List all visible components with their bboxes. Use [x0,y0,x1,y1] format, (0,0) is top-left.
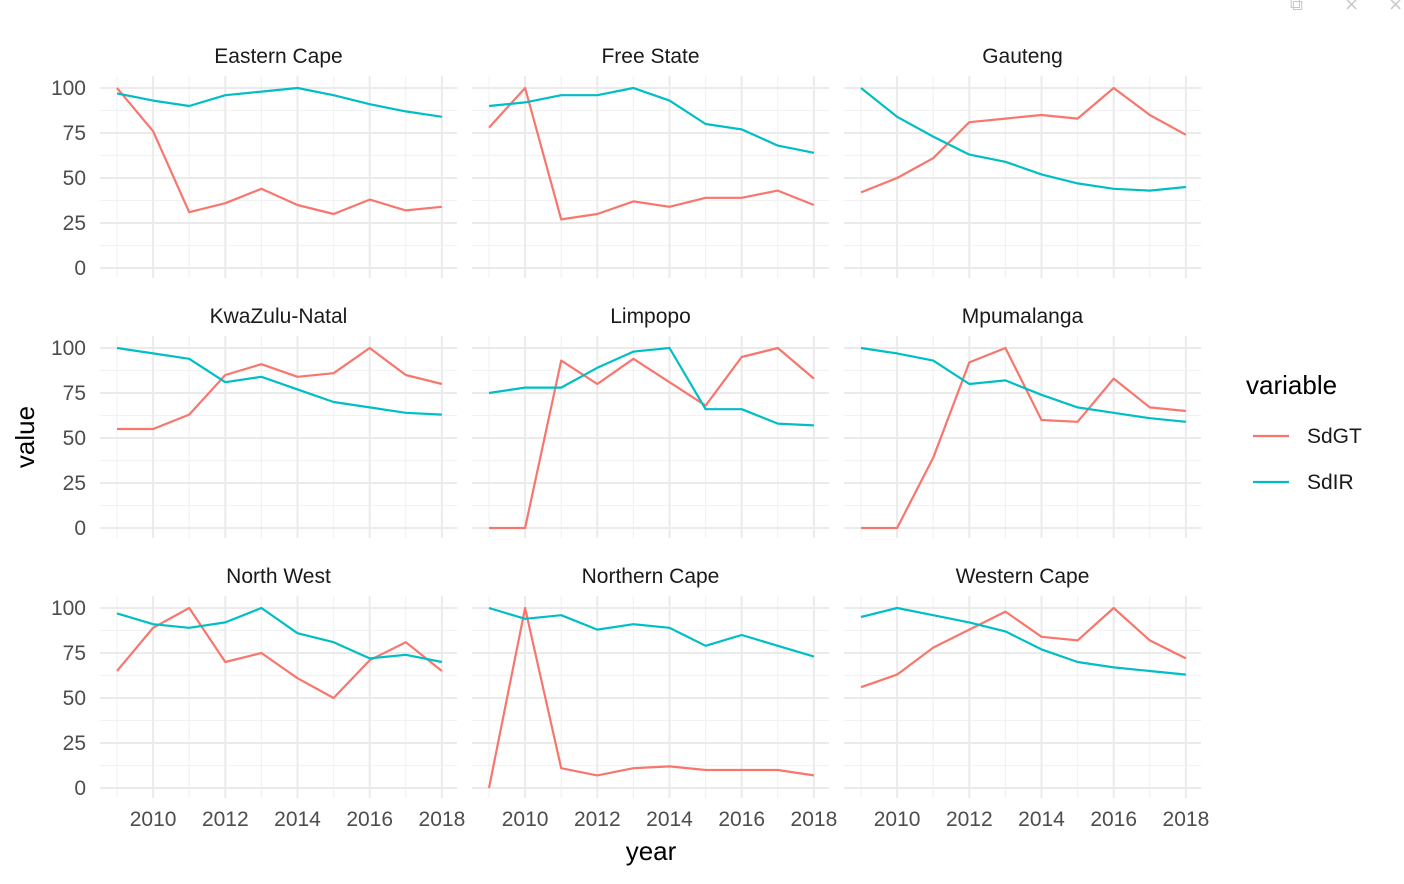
facet-strip-label: Gauteng [982,45,1063,68]
series-line-sdgt [116,606,443,700]
x-axis-tick-labels: 2010 2012 2014 2016 2018 2010 2012 2014 2016 2018… [130,808,1210,831]
y-axis-title: value [10,406,40,468]
x-tick-label: 2016 [346,808,393,831]
x-tick-label: 2014 [646,808,693,831]
y-tick-label: 50 [63,427,86,450]
x-tick-label: 2014 [1018,808,1065,831]
x-tick-label: 2018 [791,808,838,831]
facet-strip-label: North West [226,565,331,588]
y-tick-label: 100 [51,597,86,620]
y-tick-label: 0 [74,257,86,280]
legend-title: variable [1246,370,1337,400]
x-tick-label: 2010 [130,808,177,831]
facet-panel: North West 0 25 50 75 100 [51,565,457,800]
series-line-sdir [860,606,1187,676]
close-icon[interactable]: × [1388,0,1404,15]
facet-strip-label: KwaZulu-Natal [210,305,348,328]
x-tick-label: 2018 [419,808,466,831]
y-tick-label: 25 [63,472,86,495]
legend-label-sdir: SdIR [1307,471,1354,494]
x-tick-label: 2012 [574,808,621,831]
facet-strip-label: Eastern Cape [214,45,342,68]
facet-strip-label: Northern Cape [582,565,720,588]
x-tick-label: 2010 [502,808,549,831]
y-tick-label: 0 [74,777,86,800]
facet-panel: Eastern Cape 0 25 50 75 100 [51,45,457,280]
x-tick-label: 2012 [946,808,993,831]
facet-panel: Limpopo [472,305,829,538]
x-tick-label: 2016 [718,808,765,831]
series-line-sdgt [489,346,815,530]
facet-strip-label: Western Cape [956,565,1090,588]
facet-panel: Mpumalanga [844,305,1201,538]
popout-icon[interactable]: ⧉ [1290,0,1303,15]
facet-panel: Northern Cape [472,565,829,798]
facet-panel: Western Cape [844,565,1201,798]
legend-label-sdgt: SdGT [1307,425,1362,448]
series-line-sdgt [488,86,815,221]
facet-strip-label: Mpumalanga [962,305,1084,328]
series-line-sdir [860,346,1187,423]
facet-panels: Eastern Cape 0 25 50 75 100 Free State Gauteng K… [51,45,1201,800]
x-axis-title: year [626,836,677,866]
y-tick-label: 25 [63,732,86,755]
y-tick-label: 50 [63,687,86,710]
series-line-sdir [116,346,442,416]
series-line-sdgt [860,606,1187,689]
x-tick-label: 2018 [1163,808,1210,831]
y-tick-label: 75 [63,642,86,665]
y-tick-label: 75 [63,122,86,145]
series-line-sdir [488,86,815,154]
series-line-sdir [860,87,1187,192]
series-line-sdgt [860,86,1187,194]
series-line-sdir [488,346,814,427]
facet-strip-label: Limpopo [610,305,691,328]
facet-strip-label: Free State [601,45,699,68]
y-tick-label: 100 [51,337,86,360]
y-tick-label: 75 [63,382,86,405]
x-tick-label: 2012 [202,808,249,831]
legend: variable SdGT SdIR [1246,370,1362,494]
series-line-sdgt [861,346,1187,530]
x-tick-label: 2014 [274,808,321,831]
facet-panel: Free State [472,45,829,278]
x-tick-label: 2016 [1090,808,1137,831]
x-tick-label: 2010 [874,808,921,831]
facet-panel: Gauteng [844,45,1201,278]
series-line-sdgt [116,87,443,216]
minimize-icon[interactable]: × [1344,0,1360,15]
y-tick-label: 100 [51,77,86,100]
series-line-sdir [116,86,443,118]
series-line-sdir [116,606,443,664]
facet-panel: KwaZulu-Natal 0 25 50 75 100 [51,305,457,540]
series-line-sdgt [117,346,443,431]
y-tick-label: 25 [63,212,86,235]
series-line-sdgt [487,606,815,789]
series-line-sdir [488,606,815,658]
y-tick-label: 50 [63,167,86,190]
y-tick-label: 0 [74,517,86,540]
